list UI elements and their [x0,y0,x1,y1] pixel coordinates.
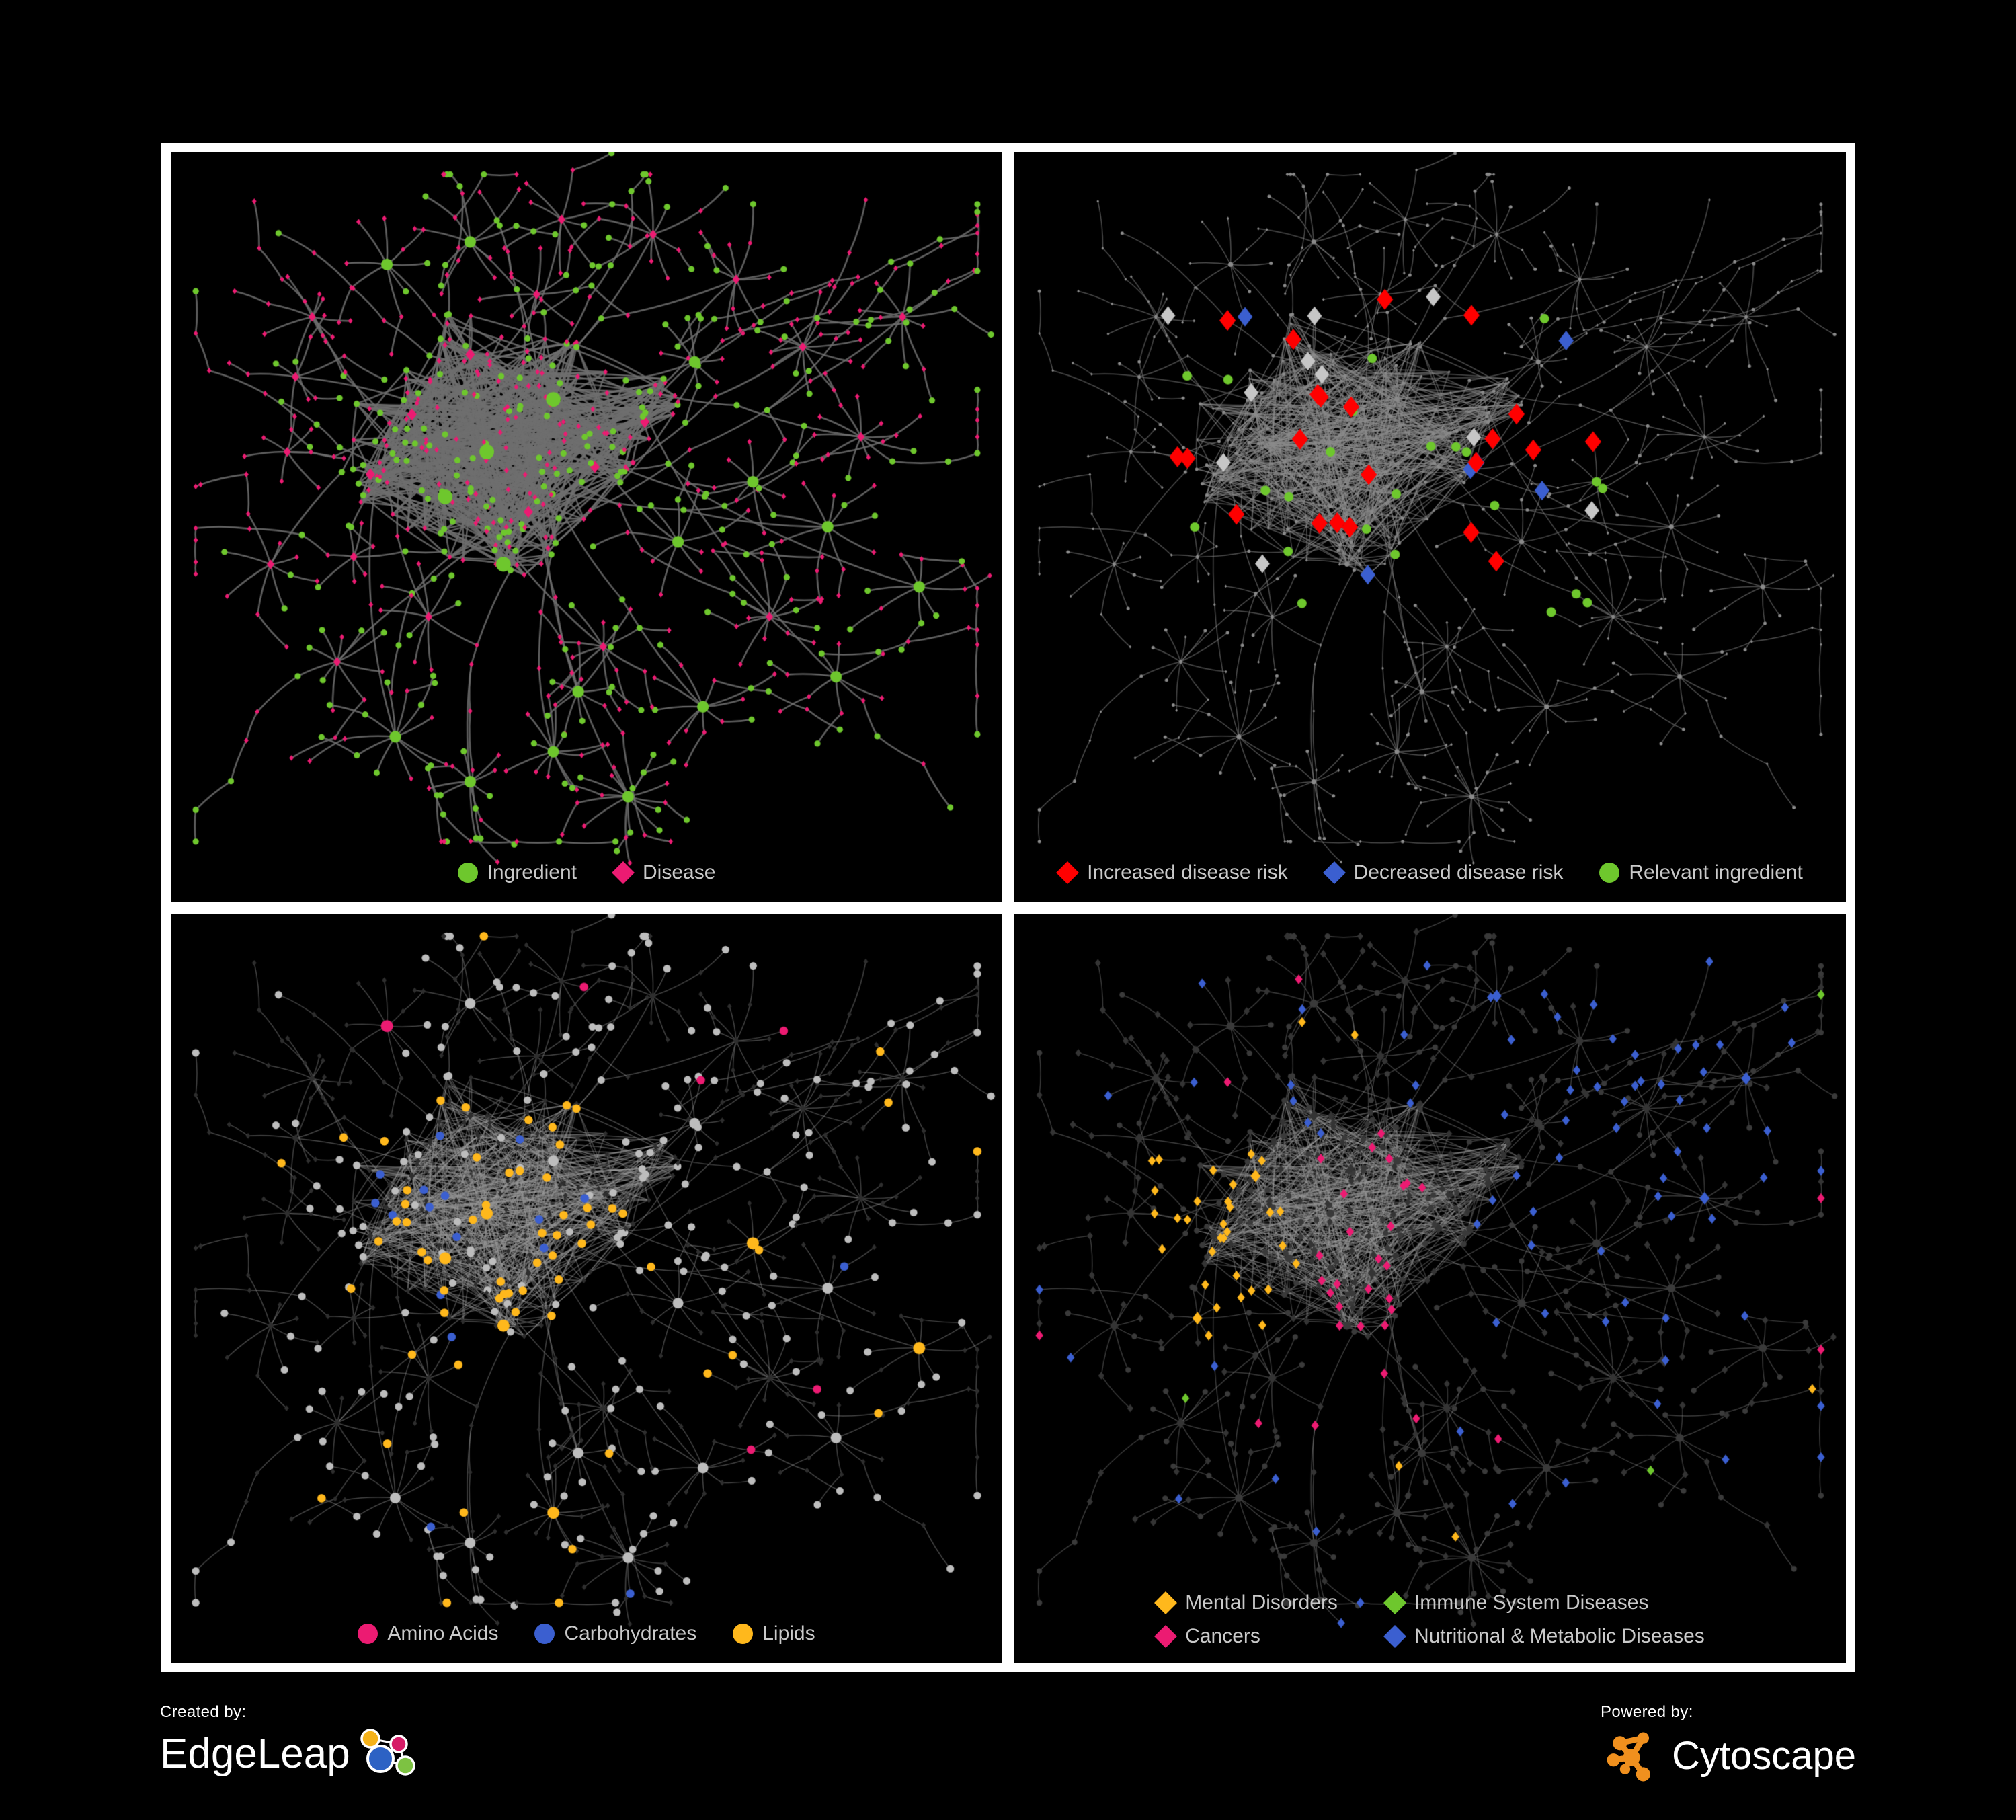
edgeleap-node-graph-icon [360,1729,415,1776]
created-by-kicker: Created by: [160,1703,247,1721]
created-by-branding: Created by: EdgeLeap [160,1704,431,1784]
cytoscape-wordmark: Cytoscape [1671,1734,1856,1778]
network-canvas-ingredient-disease[interactable] [171,152,1002,902]
panel-ingredient-disease-network[interactable]: Ingredient Disease [171,152,1002,902]
panel-ingredient-class-network[interactable]: Amino Acids Carbohydrates Lipids [171,913,1002,1663]
edgeleap-wordmark: EdgeLeap [160,1731,350,1777]
panel-disease-category-network[interactable]: Mental Disorders Immune System Diseases … [1014,913,1846,1663]
network-canvas-disease-category[interactable] [1014,913,1846,1663]
network-canvas-ingredient-class[interactable] [171,913,1002,1663]
edgeleap-logo: EdgeLeap [160,1724,431,1784]
powered-by-kicker: Powered by: [1600,1703,1693,1721]
powered-by-branding: Powered by: Cytoscape [1601,1704,1856,1788]
network-canvas-disease-risk[interactable] [1014,152,1846,902]
panel-disease-risk-network[interactable]: Increased disease risk Decreased disease… [1014,152,1846,902]
panel-grid: Ingredient Disease Increased disease ris… [161,143,1855,1672]
cytoscape-node-graph-icon [1607,1732,1650,1782]
cytoscape-logo: Cytoscape [1601,1724,1856,1788]
